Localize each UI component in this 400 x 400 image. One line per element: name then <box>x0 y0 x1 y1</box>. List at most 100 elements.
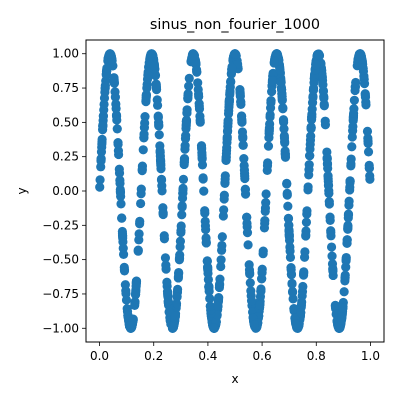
data-point <box>133 246 143 256</box>
data-point <box>136 189 146 199</box>
data-point <box>328 265 338 275</box>
y-tick-label: 0.00 <box>52 184 79 198</box>
data-point <box>257 267 267 277</box>
data-point <box>142 83 152 93</box>
data-point <box>340 270 350 280</box>
data-point <box>205 301 215 312</box>
data-point <box>135 219 145 229</box>
data-point <box>182 108 192 118</box>
data-point <box>260 216 270 226</box>
data-point <box>338 303 348 313</box>
data-point <box>227 63 237 73</box>
data-point <box>160 253 171 263</box>
data-point <box>286 263 296 273</box>
data-point <box>325 212 335 222</box>
data-point <box>138 145 148 155</box>
data-point <box>104 49 114 59</box>
data-point <box>203 274 213 285</box>
data-point <box>163 297 173 307</box>
data-point <box>278 104 288 114</box>
data-point <box>150 71 161 81</box>
data-point <box>349 104 359 114</box>
data-point <box>349 95 359 105</box>
data-point <box>176 227 186 238</box>
data-point <box>318 80 328 90</box>
data-point <box>149 61 160 71</box>
data-point <box>277 91 287 102</box>
data-point <box>347 142 357 152</box>
data-point <box>183 91 193 101</box>
data-point <box>341 252 351 263</box>
data-point <box>225 82 235 92</box>
data-point <box>301 231 311 241</box>
data-point <box>191 65 202 75</box>
y-tick-label: 0.75 <box>52 81 79 95</box>
data-point <box>178 174 189 185</box>
data-point <box>322 154 332 164</box>
data-point <box>220 174 230 184</box>
data-point <box>156 175 167 185</box>
data-point <box>246 296 257 306</box>
x-tick-label: 0.4 <box>198 349 217 363</box>
data-point <box>277 85 287 95</box>
data-point <box>198 174 208 184</box>
data-point <box>215 279 225 289</box>
data-point <box>152 100 163 110</box>
data-point <box>216 261 226 272</box>
data-point <box>168 322 178 332</box>
data-point <box>113 139 123 150</box>
data-point <box>365 174 375 184</box>
data-point <box>136 198 146 209</box>
data-point <box>219 205 229 215</box>
data-point <box>305 139 315 149</box>
data-point <box>284 230 294 240</box>
data-point <box>208 322 219 333</box>
data-point <box>151 81 161 91</box>
data-point <box>156 160 166 170</box>
data-point <box>235 91 245 101</box>
data-point <box>323 171 333 181</box>
data-point <box>95 175 105 185</box>
data-point <box>354 51 364 61</box>
data-point <box>360 90 370 100</box>
data-point <box>311 59 321 70</box>
data-point <box>282 179 292 189</box>
data-point <box>245 269 255 279</box>
data-point <box>327 251 337 261</box>
data-point <box>314 50 324 60</box>
data-point <box>239 153 249 164</box>
data-point <box>306 115 317 125</box>
data-point <box>243 240 253 250</box>
data-point <box>260 203 271 213</box>
data-point <box>256 286 266 296</box>
data-point <box>201 224 211 235</box>
data-point <box>204 286 214 296</box>
data-point <box>301 217 312 227</box>
data-point <box>174 253 185 263</box>
data-point <box>193 84 203 95</box>
data-point <box>178 183 188 193</box>
data-point <box>112 115 122 125</box>
data-point <box>242 228 253 238</box>
data-point <box>269 57 279 67</box>
data-point <box>139 123 150 133</box>
data-point <box>261 189 271 199</box>
data-point <box>139 129 149 139</box>
data-point <box>100 81 110 91</box>
x-tick-label: 0.8 <box>307 349 326 363</box>
points-layer <box>95 49 375 333</box>
data-point <box>317 71 327 81</box>
data-point <box>141 93 151 103</box>
data-point <box>320 120 331 130</box>
x-tick-label: 0.2 <box>144 349 163 363</box>
data-point <box>179 157 189 168</box>
data-point <box>343 223 353 233</box>
data-point <box>202 256 212 266</box>
data-point <box>347 132 357 142</box>
data-point <box>115 178 125 188</box>
data-point <box>288 287 298 298</box>
plot-frame <box>85 39 385 343</box>
data-point <box>350 85 360 96</box>
data-point <box>114 164 124 174</box>
